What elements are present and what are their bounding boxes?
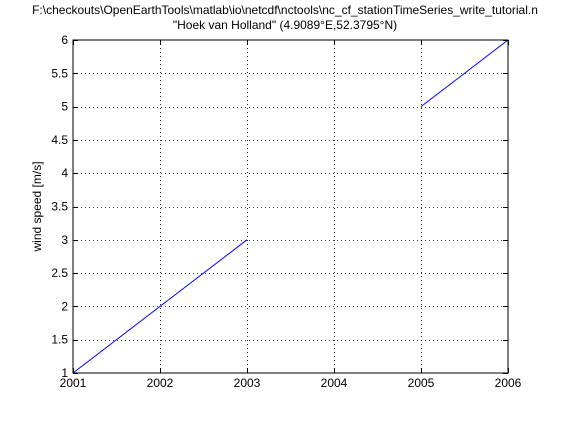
y-tick-label: 5 xyxy=(61,100,68,114)
y-tick-label: 3.5 xyxy=(51,200,68,214)
y-tick-label: 5.5 xyxy=(51,66,68,80)
x-tick-label: 2006 xyxy=(495,376,522,390)
y-tick-label: 3 xyxy=(61,233,68,247)
x-tick-label: 2005 xyxy=(408,376,435,390)
y-axis-label: wind speed [m/s] xyxy=(30,161,44,252)
x-tick-label: 2003 xyxy=(234,376,261,390)
chart-title-line-2: "Hoek van Holland" (4.9089°E,52.3795°N) xyxy=(173,18,397,32)
y-tick-label: 4.5 xyxy=(51,133,68,147)
x-tick-label: 2002 xyxy=(147,376,174,390)
y-tick-label: 1 xyxy=(61,366,68,380)
y-tick-label: 2 xyxy=(61,299,68,313)
chart-title-line-1: F:\checkouts\OpenEarthTools\matlab\io\ne… xyxy=(32,3,538,17)
y-tick-label: 1.5 xyxy=(51,333,68,347)
x-tick-label: 2004 xyxy=(321,376,348,390)
y-tick-label: 6 xyxy=(61,33,68,47)
y-tick-label: 2.5 xyxy=(51,266,68,280)
y-tick-label: 4 xyxy=(61,166,68,180)
